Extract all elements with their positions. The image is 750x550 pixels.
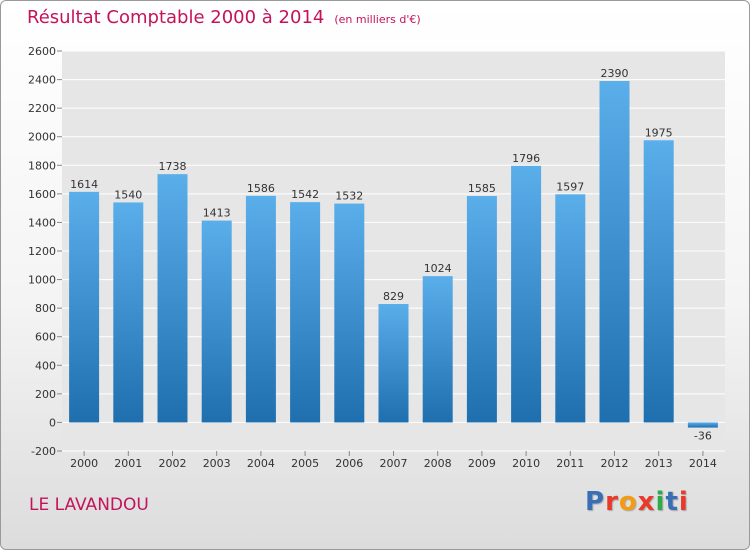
bar-2001 <box>113 202 144 423</box>
y-tick-label: 2000 <box>28 131 56 144</box>
logo-letter: P <box>585 487 606 517</box>
bar-2007 <box>378 304 409 423</box>
x-tick-label: 2002 <box>159 457 187 470</box>
y-tick-label: 2400 <box>28 74 56 87</box>
logo-letter: t <box>665 487 679 517</box>
y-tick-label: 1000 <box>28 274 56 287</box>
bar-2006 <box>334 203 365 423</box>
x-tick-label: 2006 <box>335 457 363 470</box>
commune-name: LE LAVANDOU <box>29 495 149 515</box>
value-label-2014: -36 <box>694 430 712 443</box>
x-tick-label: 2009 <box>468 457 496 470</box>
y-tick-label: 400 <box>35 359 56 372</box>
logo-letter: i <box>678 487 689 517</box>
bar-2002 <box>157 174 188 423</box>
logo-letter: r <box>605 487 619 517</box>
value-label-2012: 2390 <box>601 67 629 80</box>
y-tick-label: 1600 <box>28 188 56 201</box>
x-tick-label: 2003 <box>203 457 231 470</box>
proxiti-logo: Proxiti <box>585 487 689 517</box>
value-label-2009: 1585 <box>468 182 496 195</box>
x-tick-label: 2001 <box>114 457 142 470</box>
bar-2011 <box>555 194 586 423</box>
x-tick-label: 2011 <box>556 457 584 470</box>
bars <box>69 81 718 428</box>
value-label-2006: 1532 <box>335 190 363 203</box>
y-tick-label: 200 <box>35 388 56 401</box>
bar-2013 <box>643 140 674 423</box>
y-axis-ticks: -200 0 200 400 600 800 1000 1200 1400 1600 1800 200… <box>28 45 56 458</box>
value-label-2001: 1540 <box>114 188 142 201</box>
bar-2008 <box>422 276 453 423</box>
x-tick-label: 2013 <box>645 457 673 470</box>
value-label-2010: 1796 <box>512 152 540 165</box>
x-axis-ticks: 2000 2001 2002 2003 2004 2005 2006 2007 2008 2009… <box>70 451 717 470</box>
x-tick-label: 2000 <box>70 457 98 470</box>
bar-2003 <box>201 220 232 423</box>
x-tick-label: 2014 <box>689 457 717 470</box>
y-tick-label: 2200 <box>28 102 56 115</box>
value-label-2008: 1024 <box>424 262 452 275</box>
y-tick-label: -200 <box>31 445 56 458</box>
logo-letter: i <box>655 487 666 517</box>
value-label-2011: 1597 <box>556 180 584 193</box>
value-label-2005: 1542 <box>291 188 319 201</box>
bar-2000 <box>69 191 100 423</box>
x-tick-label: 2007 <box>380 457 408 470</box>
x-tick-label: 2004 <box>247 457 275 470</box>
value-label-2007: 829 <box>383 290 404 303</box>
y-tick-label: 600 <box>35 331 56 344</box>
y-tick-label: 1400 <box>28 216 56 229</box>
x-tick-label: 2012 <box>601 457 629 470</box>
x-tick-label: 2010 <box>512 457 540 470</box>
bar-2010 <box>511 165 542 423</box>
bar-2004 <box>245 195 276 423</box>
logo-letter: o <box>618 487 638 517</box>
value-label-2013: 1975 <box>645 126 673 139</box>
y-tick-label: 800 <box>35 302 56 315</box>
y-tick-label: 1200 <box>28 245 56 258</box>
y-tick-label: 0 <box>49 416 56 429</box>
chart-title: Résultat Comptable 2000 à 2014 <box>27 7 325 28</box>
y-tick-label: 2600 <box>28 45 56 58</box>
value-label-2000: 1614 <box>70 178 98 191</box>
bar-2014 <box>687 422 718 428</box>
y-tick-label: 1800 <box>28 159 56 172</box>
x-tick-label: 2008 <box>424 457 452 470</box>
bar-2012 <box>599 81 630 423</box>
value-label-2002: 1738 <box>159 160 187 173</box>
chart-unit-note: (en milliers d'€) <box>334 13 421 26</box>
value-label-2004: 1586 <box>247 182 275 195</box>
x-tick-label: 2005 <box>291 457 319 470</box>
bar-2009 <box>466 196 497 423</box>
chart-title-block: Résultat Comptable 2000 à 2014 (en millie… <box>27 7 421 33</box>
value-label-2003: 1413 <box>203 207 231 220</box>
logo-letter: x <box>637 487 656 517</box>
data-labels: 1614 1540 1738 1413 1586 1542 1532 829 1024 1585 1… <box>70 67 712 443</box>
bar-2005 <box>290 202 321 423</box>
